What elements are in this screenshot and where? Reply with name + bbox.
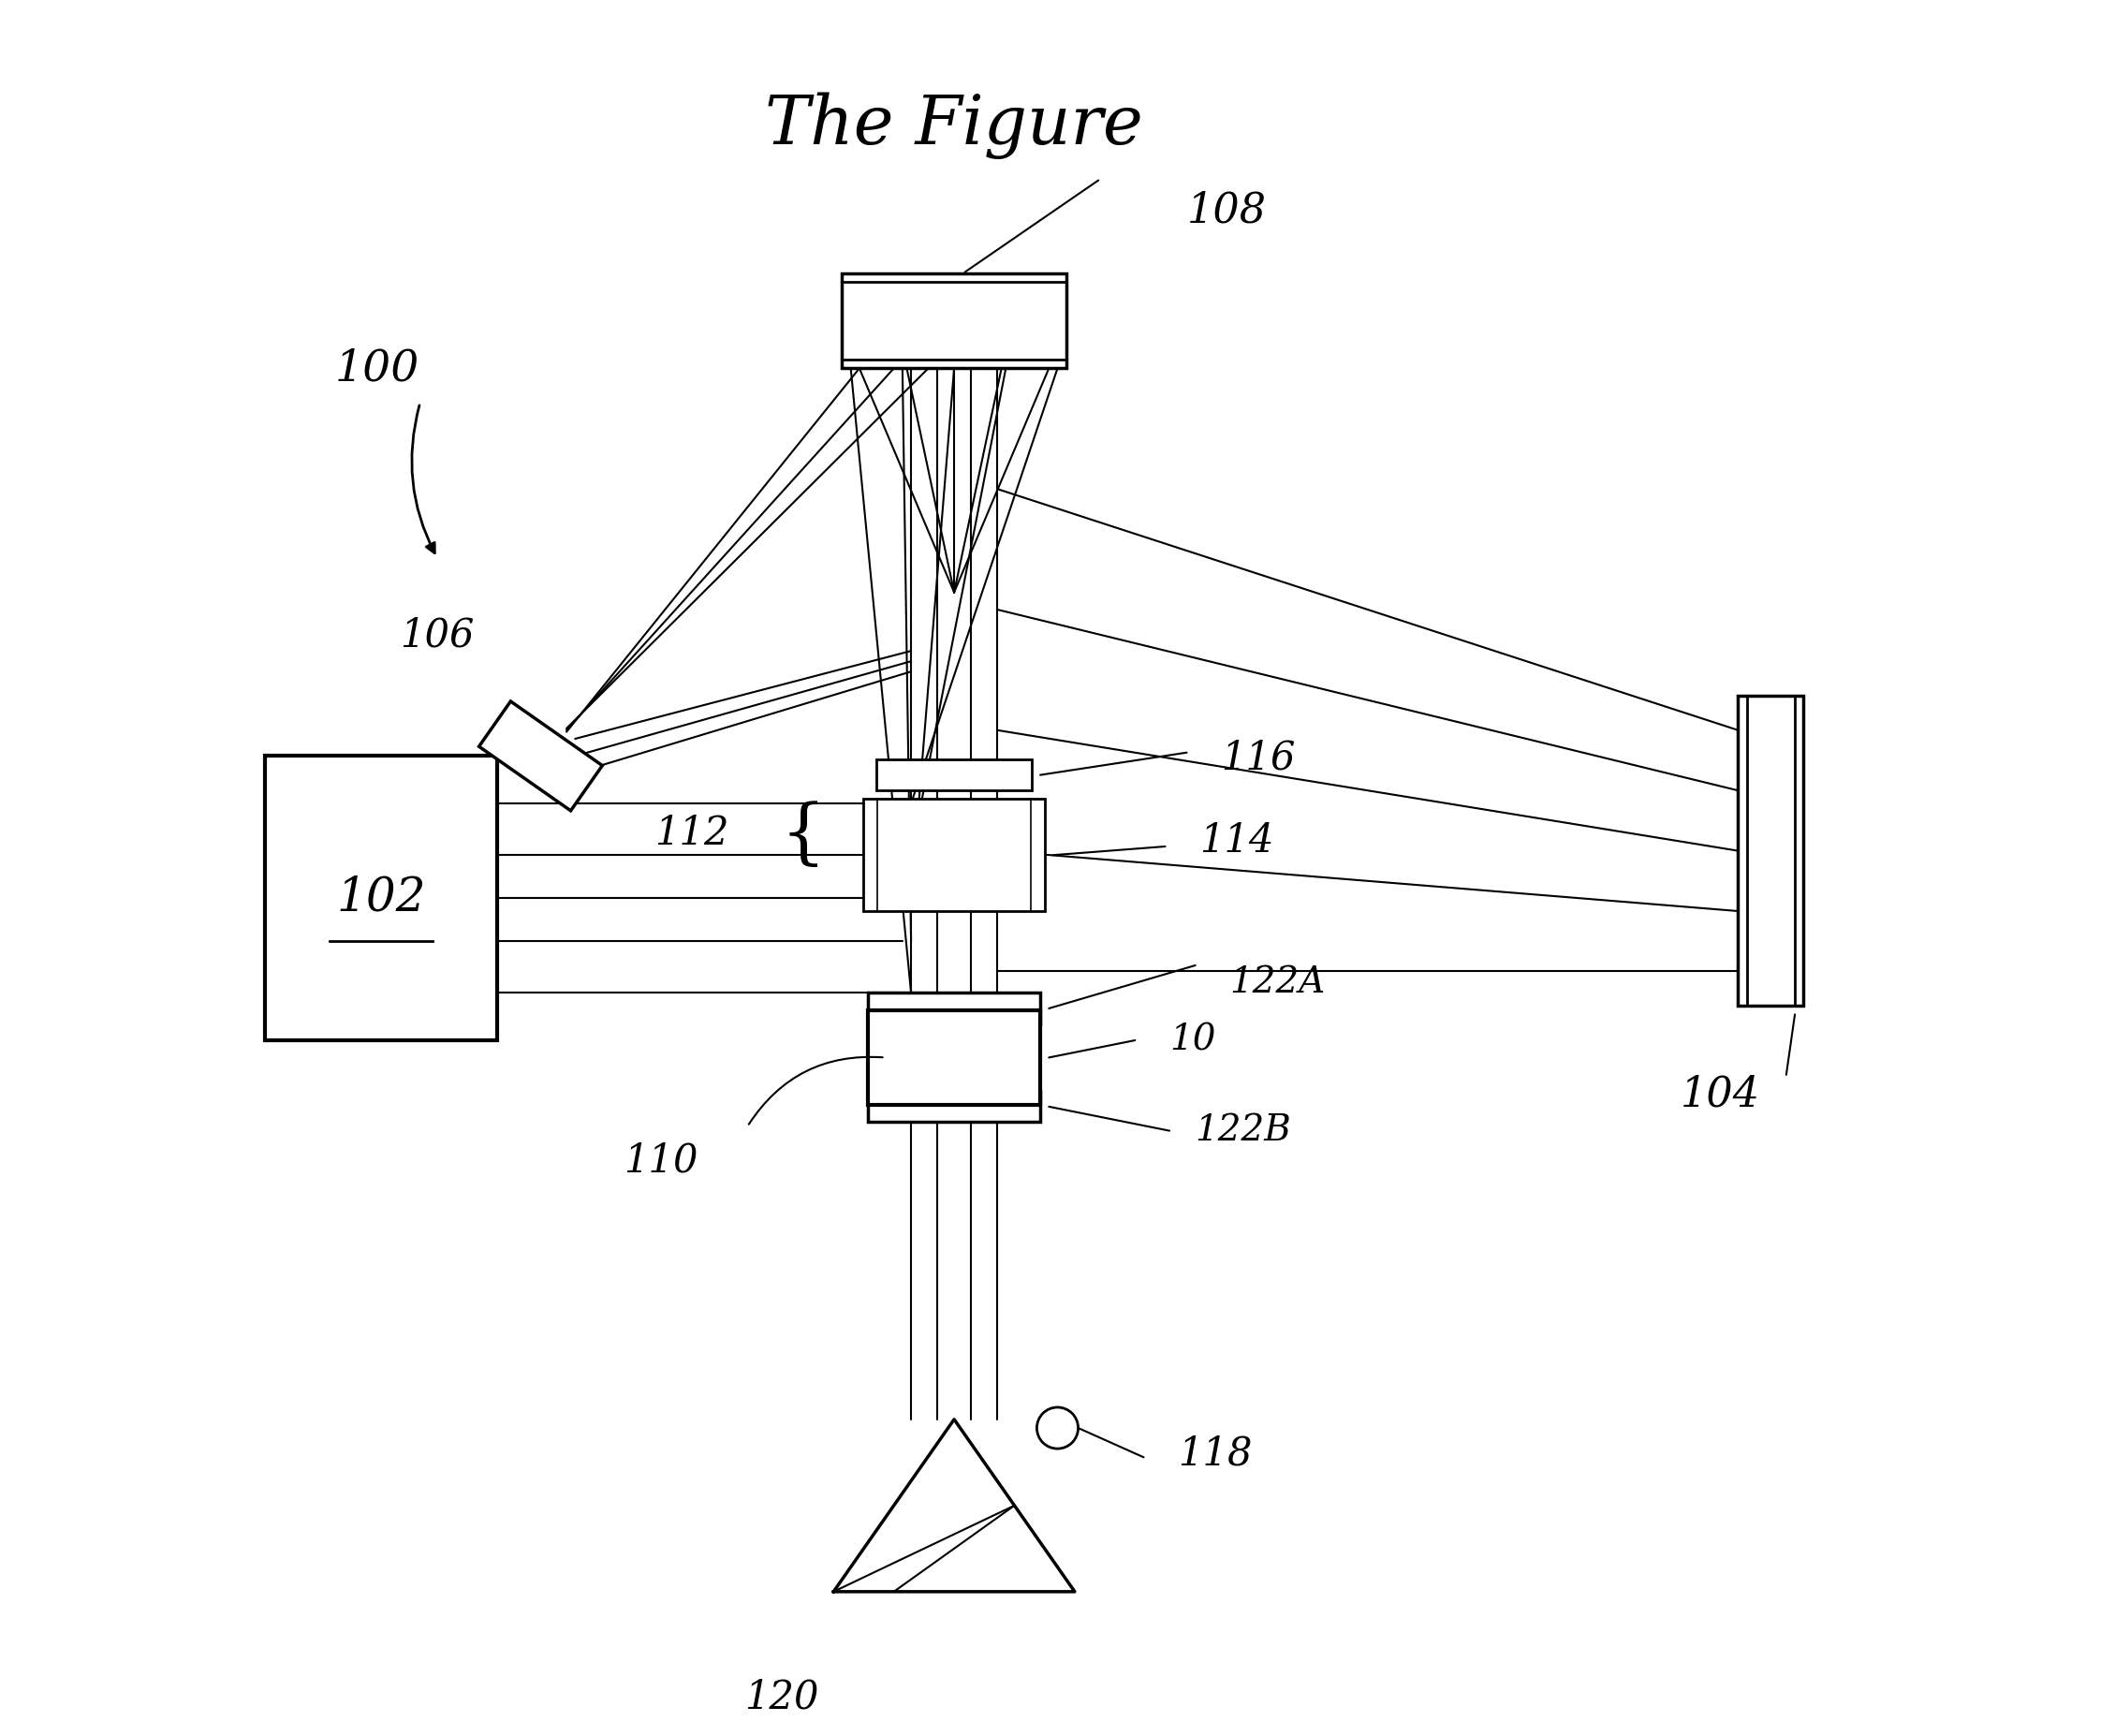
Text: 100: 100 <box>334 347 419 389</box>
Text: 112: 112 <box>654 814 730 852</box>
FancyBboxPatch shape <box>1739 696 1804 1005</box>
Text: 122B: 122B <box>1195 1113 1292 1147</box>
Text: The Figure: The Figure <box>766 92 1142 160</box>
Bar <box>478 701 603 811</box>
Text: 10: 10 <box>1170 1023 1216 1057</box>
Text: 108: 108 <box>1187 189 1267 231</box>
Text: 116: 116 <box>1220 738 1296 778</box>
Text: 120: 120 <box>744 1677 819 1717</box>
Text: 110: 110 <box>624 1141 698 1180</box>
FancyBboxPatch shape <box>863 799 1045 911</box>
Text: 102: 102 <box>336 875 425 922</box>
Text: 122A: 122A <box>1229 965 1326 1000</box>
Text: 114: 114 <box>1199 821 1273 861</box>
FancyBboxPatch shape <box>876 759 1032 790</box>
Text: {: { <box>780 800 827 870</box>
FancyBboxPatch shape <box>867 1092 1041 1121</box>
FancyBboxPatch shape <box>867 993 1041 1024</box>
Text: 106: 106 <box>400 616 474 654</box>
Text: 118: 118 <box>1178 1434 1252 1474</box>
FancyBboxPatch shape <box>264 755 497 1040</box>
FancyBboxPatch shape <box>867 1010 1041 1104</box>
Text: 104: 104 <box>1681 1075 1760 1115</box>
FancyBboxPatch shape <box>842 274 1066 368</box>
